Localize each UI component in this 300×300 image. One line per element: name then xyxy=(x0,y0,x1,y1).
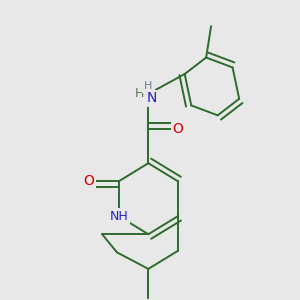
Text: NH: NH xyxy=(109,209,128,223)
Text: H: H xyxy=(144,81,152,92)
Text: O: O xyxy=(172,122,184,136)
Text: HN: HN xyxy=(134,87,153,101)
Text: O: O xyxy=(83,174,94,188)
Text: N: N xyxy=(146,91,157,105)
